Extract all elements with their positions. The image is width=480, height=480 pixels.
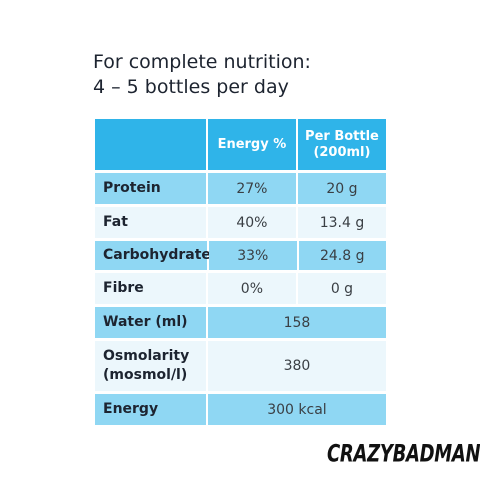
row-energy-value: 27% xyxy=(207,173,296,204)
row-per-bottle-value: 0 g xyxy=(297,273,386,304)
table-row-water: Water (ml) 158 xyxy=(95,307,386,338)
row-value: 300 kcal xyxy=(207,394,386,425)
brand-watermark: CRAZYBADMAN xyxy=(327,440,480,469)
row-label: Osmolarity (mosmol/l) xyxy=(95,341,206,391)
header-per-bottle: Per Bottle (200ml) xyxy=(297,119,386,170)
row-label-line1: Osmolarity xyxy=(103,348,190,364)
row-label: Energy xyxy=(95,394,206,425)
row-label: Fibre xyxy=(95,273,206,304)
table-row-energy: Energy 300 kcal xyxy=(95,394,386,425)
row-label: Water (ml) xyxy=(95,307,206,338)
nutrition-table: Energy % Per Bottle (200ml) Protein 27% … xyxy=(95,119,386,425)
row-per-bottle-value: 13.4 g xyxy=(297,207,386,238)
header-per-bottle-line2: (200ml) xyxy=(313,144,371,160)
row-value: 158 xyxy=(207,307,386,338)
table-row-protein: Protein 27% 20 g xyxy=(95,173,386,204)
heading-line-1: For complete nutrition: xyxy=(93,51,311,73)
table-row-carbohydrate: Carbohydrate 33% 24.8 g xyxy=(95,241,386,270)
row-label-line2: (mosmol/l) xyxy=(103,367,188,383)
row-label: Fat xyxy=(95,207,206,238)
table-row-osmolarity: Osmolarity (mosmol/l) 380 xyxy=(95,341,386,391)
row-per-bottle-value: 20 g xyxy=(297,173,386,204)
row-per-bottle-value: 24.8 g xyxy=(298,241,386,270)
row-value: 380 xyxy=(207,341,386,391)
header-per-bottle-line1: Per Bottle xyxy=(305,128,379,144)
heading-line-2: 4 – 5 bottles per day xyxy=(93,76,289,98)
header-energy-percent: Energy % xyxy=(207,119,296,170)
nutrition-heading: For complete nutrition: 4 – 5 bottles pe… xyxy=(93,50,311,100)
table-header-row: Energy % Per Bottle (200ml) xyxy=(95,119,386,170)
row-energy-value: 40% xyxy=(207,207,296,238)
row-energy-value: 33% xyxy=(209,241,297,270)
row-label: Carbohydrate xyxy=(95,241,211,270)
table-row-fibre: Fibre 0% 0 g xyxy=(95,273,386,304)
header-empty-cell xyxy=(95,119,206,170)
table-row-fat: Fat 40% 13.4 g xyxy=(95,207,386,238)
row-label: Protein xyxy=(95,173,206,204)
row-energy-value: 0% xyxy=(207,273,296,304)
